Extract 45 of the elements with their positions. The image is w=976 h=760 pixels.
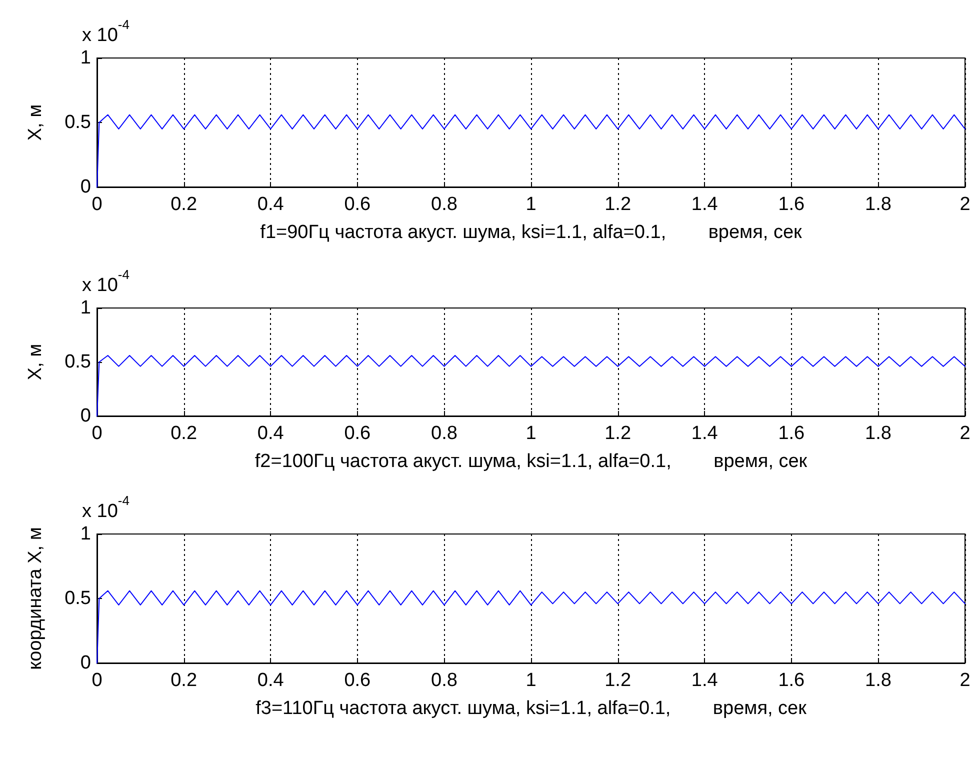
x-tick-label: 0.6 bbox=[344, 194, 371, 215]
x-tick-label: 1.6 bbox=[778, 670, 805, 691]
x-tick-label: 0.4 bbox=[257, 423, 284, 444]
x-tick-label: 1 bbox=[526, 423, 536, 444]
x-tick-label: 1 bbox=[526, 670, 536, 691]
x-tick-label: 1.8 bbox=[864, 423, 892, 444]
x-tick-label: 0.8 bbox=[430, 670, 458, 691]
y-tick-label: 0.5 bbox=[64, 588, 91, 609]
y-tick-label: 0 bbox=[80, 652, 91, 674]
x-tick-label: 1 bbox=[526, 194, 536, 215]
y-axis-title: X, м bbox=[25, 104, 46, 141]
y-tick-label: 0 bbox=[80, 176, 91, 198]
x-tick-label: 1.8 bbox=[864, 194, 892, 215]
y-tick-label: 1 bbox=[80, 298, 91, 318]
x-tick-label: 1.4 bbox=[691, 194, 718, 215]
x-tick-label: 1.8 bbox=[864, 670, 892, 691]
y-tick-label: 0.5 bbox=[64, 112, 91, 133]
y-tick-label: 1 bbox=[80, 524, 91, 544]
x-tick-label: 0.2 bbox=[170, 423, 198, 444]
x-axis-title: f2=100Гц частота акуст. шума, ksi=1.1, alfa=0.1, время, сек bbox=[254, 451, 808, 472]
x-tick-label: 1.2 bbox=[604, 670, 632, 691]
y-tick-label: 1 bbox=[80, 48, 91, 68]
y-axis-title: координата X, м bbox=[25, 527, 46, 670]
x-tick-label: 0.4 bbox=[257, 670, 284, 691]
x-tick-label: 1.2 bbox=[604, 194, 632, 215]
x-tick-label: 0.4 bbox=[257, 194, 284, 215]
x-tick-label: 0.2 bbox=[170, 670, 198, 691]
x-tick-label: 1.6 bbox=[778, 194, 805, 215]
x-tick-label: 1.6 bbox=[778, 423, 805, 444]
x-tick-label: 2 bbox=[960, 194, 970, 215]
x-axis-title: f3=110Гц частота акуст. шума, ksi=1.1, alfa=0.1, время, сек bbox=[256, 698, 808, 719]
x-tick-label: 1.4 bbox=[691, 423, 718, 444]
x-axis-title: f1=90Гц частота акуст. шума, ksi=1.1, alfa=0.1, время, сек bbox=[260, 222, 803, 243]
x-tick-label: 1.2 bbox=[604, 423, 632, 444]
x-tick-label: 0.8 bbox=[430, 423, 458, 444]
x-tick-label: 2 bbox=[960, 670, 970, 691]
y-axis-title: X, м bbox=[25, 344, 46, 380]
x-tick-label: 0.6 bbox=[344, 670, 371, 691]
x-tick-label: 2 bbox=[960, 423, 970, 444]
y-tick-label: 0.5 bbox=[64, 352, 91, 372]
x-tick-label: 0.2 bbox=[170, 194, 198, 215]
y-tick-label: 0 bbox=[80, 406, 91, 426]
x-tick-label: 1.4 bbox=[691, 670, 718, 691]
x-tick-label: 0.6 bbox=[344, 423, 371, 444]
x-tick-label: 0.8 bbox=[430, 194, 458, 215]
